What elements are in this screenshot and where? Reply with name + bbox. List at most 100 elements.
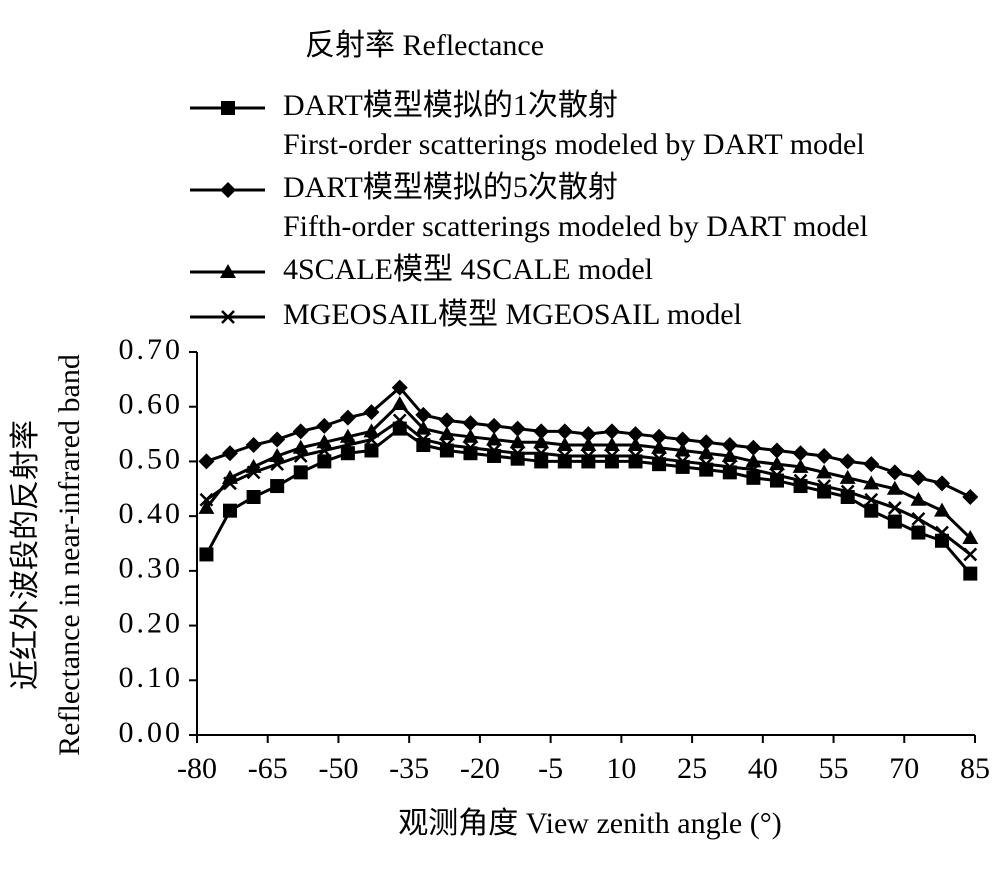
marker (223, 503, 238, 518)
marker (605, 449, 619, 463)
marker (198, 499, 215, 514)
legend-marker (220, 264, 236, 278)
marker (486, 417, 503, 434)
marker (581, 449, 596, 463)
marker (864, 503, 879, 518)
marker (269, 431, 286, 448)
y-tick-label: 0.60 (119, 388, 184, 421)
marker (246, 465, 261, 480)
legend-marker (220, 182, 236, 198)
marker (316, 417, 333, 434)
marker (246, 489, 261, 504)
marker (699, 457, 714, 472)
y-tick-label: 0.10 (119, 661, 184, 694)
marker (486, 431, 503, 446)
marker (341, 438, 355, 452)
x-tick-label: 25 (677, 752, 707, 785)
x-tick-label: 85 (960, 752, 990, 785)
y-tick-label: 0.40 (119, 497, 184, 530)
marker (603, 437, 620, 452)
x-tick-label: 40 (748, 752, 778, 785)
marker (722, 460, 737, 474)
marker (293, 449, 308, 463)
marker (415, 406, 432, 423)
marker (364, 443, 379, 458)
marker (698, 434, 715, 451)
marker (391, 379, 408, 396)
x-tick-label: 10 (606, 752, 636, 785)
marker (222, 445, 239, 462)
x-tick-label: -5 (538, 752, 563, 785)
marker (392, 413, 407, 428)
marker (863, 456, 880, 473)
marker (839, 469, 856, 484)
marker (887, 514, 902, 529)
marker (911, 511, 926, 526)
legend-label: DART模型模拟的5次散射 Fifth-order scatterings mod… (283, 171, 868, 243)
x-tick-label: -35 (389, 752, 429, 785)
marker (270, 479, 285, 494)
marker (223, 476, 237, 491)
legend-marker (221, 310, 235, 324)
marker (674, 431, 691, 448)
y-tick-label: 0.30 (119, 552, 184, 585)
marker (962, 488, 979, 505)
marker (438, 412, 455, 429)
marker (793, 473, 808, 488)
y-tick-label: 0.70 (119, 333, 184, 366)
marker (292, 423, 309, 440)
marker (603, 423, 620, 440)
marker (863, 475, 880, 490)
marker (510, 446, 525, 461)
marker (933, 475, 950, 492)
marker (416, 432, 431, 447)
y-tick-label: 0.20 (119, 606, 184, 639)
marker (698, 445, 715, 460)
marker (199, 547, 214, 562)
chart-title: 反射率 Reflectance (305, 29, 544, 62)
marker (651, 439, 668, 454)
marker (910, 491, 927, 506)
marker (462, 428, 479, 443)
marker (557, 449, 572, 463)
marker (746, 462, 761, 477)
marker (963, 547, 978, 562)
marker (317, 443, 332, 458)
marker (534, 446, 549, 461)
marker (963, 566, 978, 581)
x-tick-label: -20 (460, 752, 500, 785)
marker (864, 492, 879, 507)
marker (199, 492, 214, 507)
marker (675, 454, 690, 469)
marker (840, 484, 855, 499)
legend-label: MGEOSAIL模型 MGEOSAIL model (283, 298, 742, 331)
marker (487, 443, 501, 458)
y-axis-label: 近红外波段的反射率 Reflectance in near-infrared ba… (9, 354, 86, 756)
x-tick-label: -65 (248, 752, 288, 785)
marker (792, 458, 809, 473)
marker (438, 426, 455, 441)
marker (533, 434, 550, 449)
marker (627, 426, 644, 443)
marker (768, 456, 785, 471)
marker (317, 454, 332, 469)
marker (816, 464, 833, 479)
x-tick-label: 70 (889, 752, 919, 785)
marker (628, 449, 643, 463)
marker (509, 420, 526, 437)
marker (816, 447, 833, 464)
marker (911, 525, 926, 540)
marker (721, 437, 738, 454)
marker (391, 395, 408, 410)
marker (533, 423, 550, 440)
marker (293, 465, 308, 480)
x-tick-label: 55 (819, 752, 849, 785)
x-tick-label: -50 (318, 752, 358, 785)
marker (839, 453, 856, 470)
marker (556, 423, 573, 440)
marker (721, 447, 738, 462)
marker (817, 479, 831, 493)
marker (935, 525, 949, 540)
legend-label: DART模型模拟的1次散射 First-order scatterings mod… (283, 89, 865, 161)
legend-label: 4SCALE模型 4SCALE model (283, 253, 653, 286)
